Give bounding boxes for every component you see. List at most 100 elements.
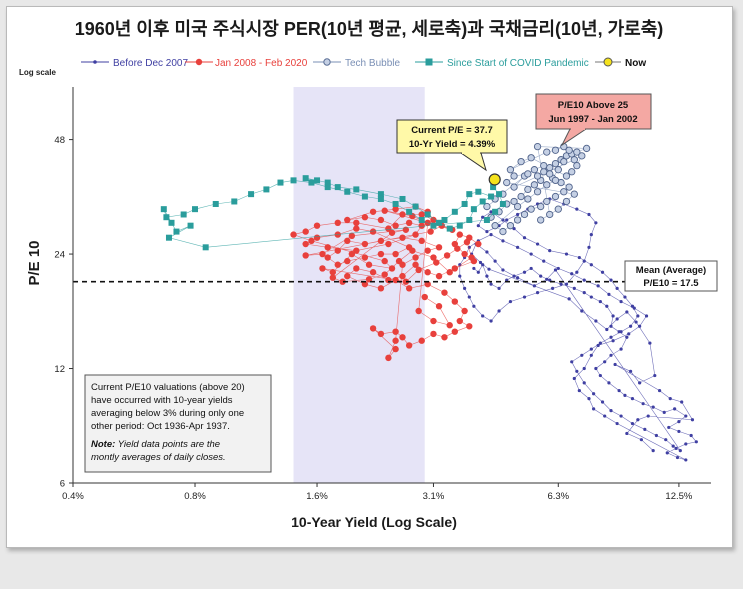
data-point bbox=[607, 292, 611, 296]
data-point bbox=[619, 347, 623, 351]
data-point bbox=[302, 228, 309, 235]
data-point bbox=[598, 341, 602, 345]
data-point bbox=[516, 212, 520, 217]
data-point bbox=[470, 206, 477, 213]
data-point bbox=[527, 205, 535, 213]
data-point bbox=[212, 200, 219, 207]
data-point bbox=[348, 232, 356, 240]
data-point bbox=[582, 259, 586, 263]
data-point bbox=[577, 388, 581, 393]
chart-frame: 1960년 이후 미국 주식시장 PER(10년 평균, 세로축)과 국채금리(… bbox=[6, 6, 733, 548]
x-tick-label: 0.4% bbox=[62, 491, 84, 502]
data-point bbox=[573, 161, 581, 170]
data-point bbox=[485, 250, 489, 254]
data-point bbox=[600, 400, 605, 404]
data-point bbox=[490, 184, 497, 191]
data-point bbox=[344, 216, 351, 224]
note-line4: other period: Oct 1936-Apr 1937. bbox=[91, 421, 230, 432]
data-point bbox=[369, 269, 377, 276]
data-point bbox=[543, 197, 551, 206]
data-point bbox=[607, 381, 611, 385]
data-point bbox=[535, 242, 540, 246]
data-point bbox=[532, 284, 536, 288]
data-point bbox=[533, 172, 542, 180]
current-pe-line2: 10-Yr Yield = 4.39% bbox=[409, 139, 496, 150]
data-point bbox=[651, 405, 655, 409]
data-point bbox=[623, 393, 627, 397]
x-axis-title: 10-Year Yield (Log Scale) bbox=[291, 514, 457, 530]
data-point bbox=[324, 184, 331, 191]
data-point bbox=[479, 198, 486, 205]
data-point bbox=[231, 198, 238, 205]
data-point bbox=[353, 265, 360, 272]
data-point bbox=[481, 263, 485, 267]
data-point bbox=[625, 335, 629, 339]
data-point bbox=[619, 414, 623, 418]
data-point bbox=[603, 414, 607, 418]
data-point bbox=[611, 314, 615, 318]
data-point bbox=[481, 314, 485, 318]
data-point bbox=[667, 425, 671, 430]
data-point bbox=[187, 222, 194, 229]
data-point bbox=[580, 309, 584, 313]
legend-item-2008-2020: Jan 2008 - Feb 2020 bbox=[185, 58, 308, 69]
data-point bbox=[324, 254, 331, 261]
data-point bbox=[485, 229, 489, 234]
data-point bbox=[513, 216, 522, 224]
data-point bbox=[589, 233, 593, 237]
data-point bbox=[402, 278, 410, 285]
data-point bbox=[570, 156, 578, 164]
data-point bbox=[522, 270, 527, 274]
data-point bbox=[466, 191, 473, 198]
data-point bbox=[674, 446, 678, 450]
x-tick-label: 6.3% bbox=[547, 491, 569, 502]
series-3 bbox=[160, 175, 506, 251]
data-point bbox=[483, 202, 491, 211]
y-axis-title: P/E 10 bbox=[26, 240, 43, 285]
data-point bbox=[570, 272, 574, 276]
data-point bbox=[537, 202, 545, 211]
data-point bbox=[596, 284, 600, 288]
data-point bbox=[377, 191, 384, 198]
data-point bbox=[406, 208, 413, 215]
data-point bbox=[290, 177, 297, 184]
data-point bbox=[510, 172, 518, 180]
data-point bbox=[673, 407, 677, 411]
data-point bbox=[506, 222, 515, 230]
note-bold: Note: bbox=[91, 439, 115, 450]
x-tick-label: 1.6% bbox=[306, 491, 328, 502]
data-point bbox=[399, 211, 406, 218]
data-point bbox=[668, 397, 672, 401]
note-line3: averaging below 3% during only one bbox=[91, 408, 244, 419]
data-point bbox=[654, 433, 659, 438]
data-point bbox=[385, 354, 392, 362]
data-point bbox=[427, 228, 434, 235]
data-point bbox=[684, 414, 688, 418]
data-point bbox=[476, 270, 480, 274]
data-point bbox=[314, 177, 321, 184]
data-point bbox=[505, 278, 509, 282]
data-point bbox=[575, 207, 579, 211]
data-point bbox=[570, 360, 574, 364]
data-point bbox=[451, 265, 459, 272]
data-point bbox=[334, 247, 341, 254]
data-point bbox=[587, 212, 591, 217]
data-point bbox=[415, 266, 422, 274]
data-point bbox=[543, 181, 551, 189]
data-point bbox=[596, 343, 600, 348]
data-point bbox=[418, 216, 425, 223]
note-rest1: Yield data points are the bbox=[115, 439, 220, 450]
data-point bbox=[313, 222, 321, 229]
data-point bbox=[392, 345, 399, 353]
data-point bbox=[344, 257, 351, 265]
data-point bbox=[173, 228, 180, 235]
data-point bbox=[435, 272, 443, 280]
data-point bbox=[489, 282, 493, 286]
data-point bbox=[344, 237, 351, 245]
data-point bbox=[377, 216, 385, 224]
data-point bbox=[353, 247, 360, 254]
data-point bbox=[435, 244, 443, 251]
data-point bbox=[308, 179, 315, 186]
data-point bbox=[334, 184, 341, 191]
data-point bbox=[388, 265, 396, 272]
